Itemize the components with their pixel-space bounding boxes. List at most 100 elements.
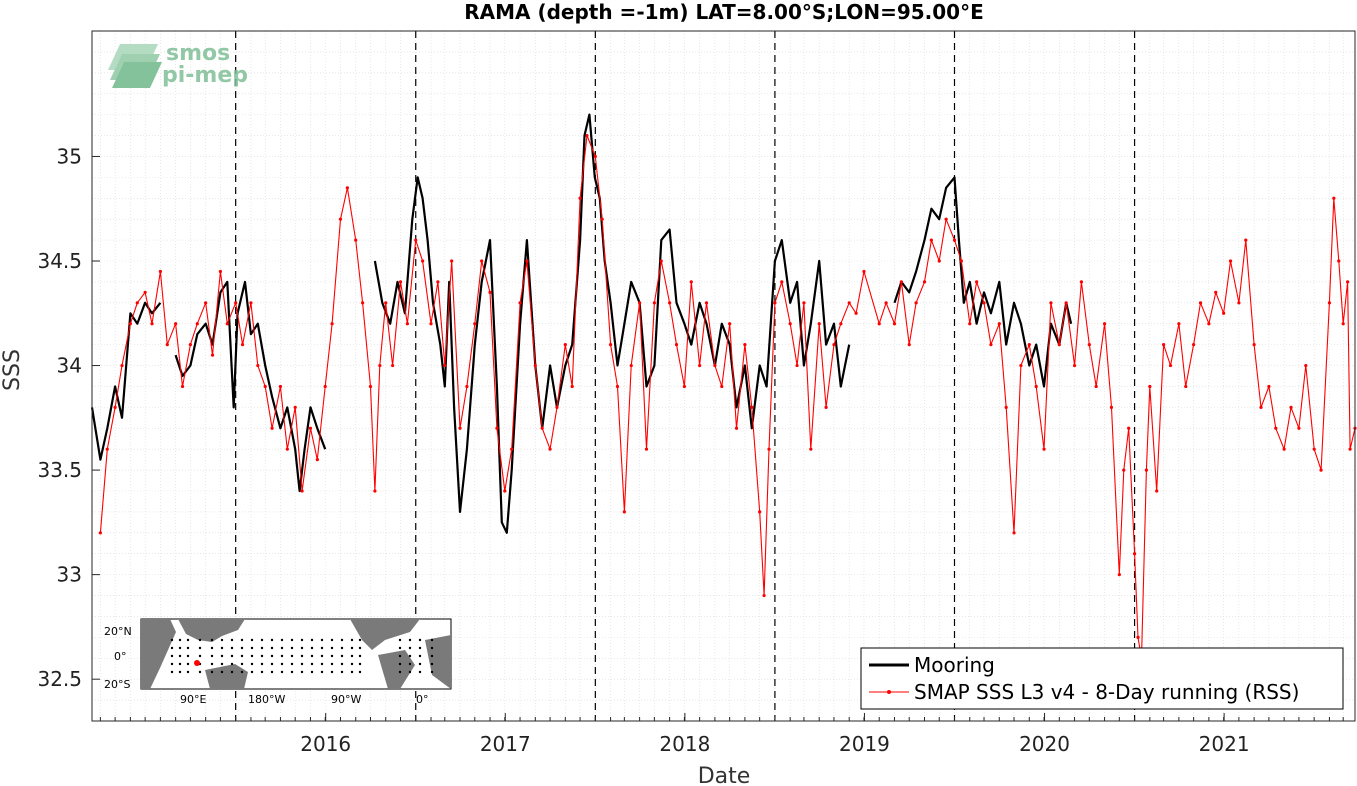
- point-smap: [533, 363, 537, 368]
- point-smap: [780, 280, 784, 284]
- inset-land-australia: [205, 664, 248, 689]
- point-smap: [1136, 635, 1140, 639]
- inset-dot: [330, 654, 334, 658]
- point-smap: [143, 290, 147, 294]
- inset-dot: [330, 670, 334, 674]
- point-smap: [188, 343, 193, 347]
- point-smap: [593, 154, 597, 159]
- inset-dot: [358, 654, 362, 658]
- point-smap: [113, 405, 117, 409]
- point-smap: [180, 384, 185, 389]
- inset-dot: [270, 662, 274, 666]
- series-line-mooring: [893, 176, 1073, 388]
- point-smap: [488, 290, 492, 294]
- point-smap: [263, 384, 267, 389]
- point-smap: [1282, 447, 1286, 451]
- inset-dot: [358, 670, 362, 674]
- inset-dot: [408, 638, 412, 642]
- inset-dot: [330, 646, 334, 650]
- inset-dot: [430, 654, 434, 658]
- inset-dot: [280, 662, 284, 666]
- legend-label-mooring: Mooring: [914, 653, 995, 677]
- inset-dot: [170, 670, 174, 674]
- inset-dot: [300, 654, 304, 658]
- point-smap: [862, 269, 866, 274]
- point-smap: [1327, 301, 1332, 305]
- grid: [92, 31, 1355, 722]
- inset-dot: [260, 670, 264, 674]
- x-tick-label-2018: 2018: [659, 732, 710, 756]
- point-smap: [750, 405, 754, 409]
- point-smap: [234, 301, 238, 305]
- inset-dot: [198, 638, 202, 642]
- point-smap: [929, 238, 933, 242]
- point-smap: [997, 322, 1001, 326]
- inset-selected-location-marker: [194, 660, 200, 666]
- inset-dot: [358, 638, 362, 642]
- inset-dot: [320, 638, 324, 642]
- point-smap: [1192, 343, 1196, 347]
- series: [90, 113, 1357, 660]
- point-smap: [1155, 489, 1159, 493]
- inset-dot: [198, 670, 202, 674]
- inset-dot: [408, 662, 412, 666]
- inset-land-asia: [178, 619, 245, 642]
- point-smap: [802, 301, 806, 305]
- inset-dot: [186, 646, 190, 650]
- inset-lon-label-90e: 90°E: [180, 693, 206, 706]
- inset-dot: [240, 646, 244, 650]
- inset-lon-label-90w: 90°W: [331, 693, 361, 706]
- inset-dot: [418, 646, 422, 650]
- point-smap: [877, 322, 881, 326]
- inset-dot: [270, 654, 274, 658]
- inset-dot: [418, 670, 422, 674]
- inset-dot: [280, 654, 284, 658]
- point-smap: [952, 238, 957, 242]
- point-smap: [899, 280, 903, 284]
- inset-dot: [280, 646, 284, 650]
- point-smap: [563, 343, 567, 347]
- x-tick-label-2020: 2020: [1019, 732, 1070, 756]
- point-smap: [1312, 447, 1316, 451]
- point-smap: [204, 301, 208, 305]
- inset-dot: [430, 638, 434, 642]
- inset-dot: [220, 670, 224, 674]
- point-smap: [922, 280, 927, 284]
- y-axis-label: SSS: [0, 349, 25, 391]
- inset-dot: [398, 670, 402, 674]
- point-smap: [1332, 196, 1336, 200]
- inset-dot: [320, 654, 324, 658]
- inset-dot: [340, 662, 344, 666]
- point-smap: [698, 363, 702, 368]
- inset-dot: [210, 654, 214, 658]
- point-smap: [944, 217, 948, 221]
- point-smap: [278, 384, 283, 389]
- inset-dot: [330, 662, 334, 666]
- inset-dot: [210, 646, 214, 650]
- inset-dot: [350, 670, 354, 674]
- point-smap: [600, 217, 604, 221]
- point-smap: [98, 531, 102, 535]
- x-axis-ticks: 2016 2017 2018 2019 2020 2021: [99, 713, 1344, 756]
- inset-dot: [220, 646, 224, 650]
- point-smap: [1214, 290, 1218, 294]
- point-smap: [1109, 405, 1114, 409]
- point-smap: [315, 458, 319, 462]
- point-smap: [1274, 426, 1278, 430]
- point-smap: [354, 238, 358, 242]
- inset-dot: [290, 654, 294, 658]
- point-smap: [847, 301, 851, 305]
- point-smap: [384, 301, 388, 305]
- inset-dot: [418, 638, 422, 642]
- inset-dot: [186, 638, 190, 642]
- point-smap: [510, 447, 514, 451]
- point-smap: [959, 259, 963, 263]
- point-smap: [734, 426, 739, 430]
- point-smap: [249, 301, 253, 305]
- inset-dot: [398, 638, 402, 642]
- inset-dot: [230, 638, 234, 642]
- inset-dot: [250, 646, 254, 650]
- point-smap: [135, 301, 139, 305]
- point-smap: [1034, 384, 1038, 389]
- y-tick-label-32.5: 32.5: [37, 667, 82, 691]
